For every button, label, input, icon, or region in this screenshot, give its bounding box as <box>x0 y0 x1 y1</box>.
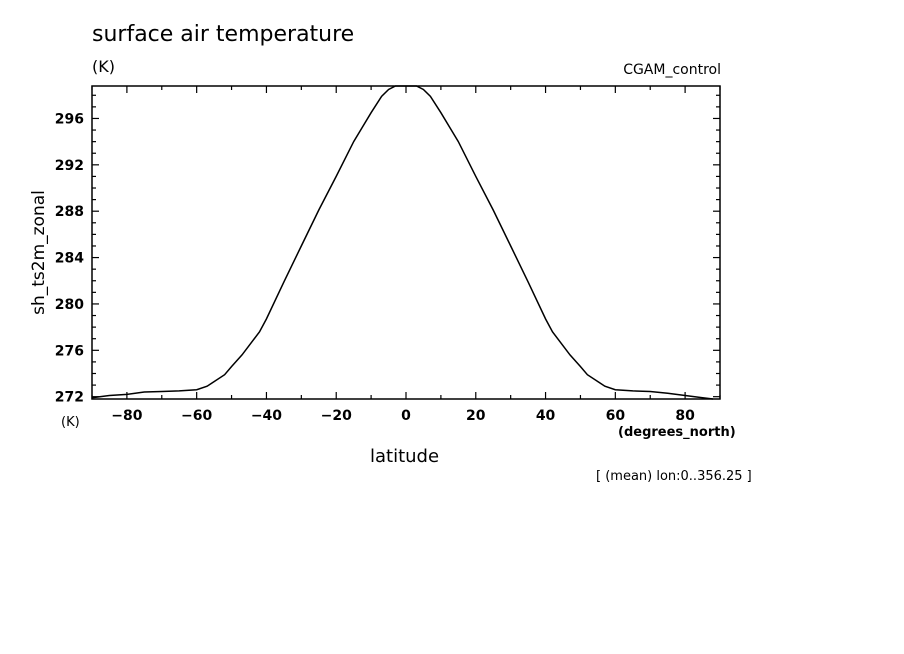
y-tick-label: 284 <box>55 251 84 267</box>
y-tick-label: 288 <box>55 204 84 220</box>
x-tick-label: 0 <box>401 408 411 424</box>
ticks-layer: −80 −60 −40 −20 0 20 40 60 80 272 276 280 284 288 292 2… <box>55 86 721 424</box>
y-tick-label: 272 <box>55 390 84 406</box>
x-axis-title: latitude <box>370 446 440 467</box>
chart-title: surface air temperature <box>92 22 355 47</box>
run-label: CGAM_control <box>623 62 721 78</box>
chart-units: (K) <box>92 57 115 76</box>
plot-frame <box>91 85 721 400</box>
y-tick-label: 296 <box>55 111 84 127</box>
y-axis-units: (K) <box>61 415 80 430</box>
x-tick-label: −80 <box>111 408 142 424</box>
x-tick-label: 80 <box>675 408 695 424</box>
series-line-surface-air-temperature <box>91 85 714 400</box>
x-tick-label: −60 <box>181 408 212 424</box>
y-axis-title: sh_ts2m_zonal <box>29 190 49 315</box>
x-tick-label: −40 <box>251 408 282 424</box>
x-axis-units: (degrees_north) <box>618 425 736 440</box>
x-tick-label: 60 <box>606 408 626 424</box>
x-tick-label: 40 <box>536 408 556 424</box>
y-tick-label: 292 <box>55 158 84 174</box>
y-tick-label: 276 <box>55 343 84 359</box>
footnote: [ (mean) lon:0..356.25 ] <box>596 469 752 484</box>
x-tick-label: 20 <box>466 408 486 424</box>
y-tick-label: 280 <box>55 297 84 313</box>
x-tick-label: −20 <box>321 408 352 424</box>
